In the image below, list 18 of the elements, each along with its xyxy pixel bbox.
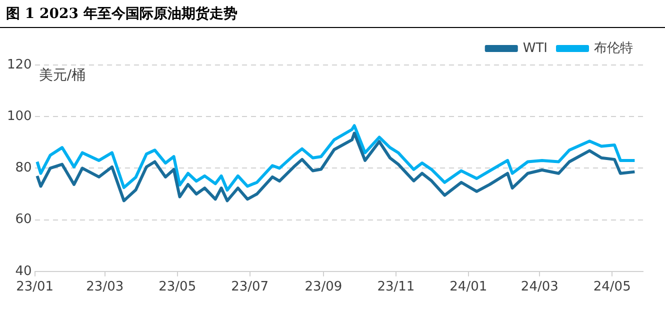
- y-tick-label: 60: [15, 212, 32, 228]
- y-tick-label: 100: [6, 108, 32, 124]
- x-tick-label: 23/03: [86, 280, 124, 295]
- y-tick-label: 120: [6, 57, 32, 72]
- chart-title: 图 1 2023 年至今国际原油期货走势: [0, 0, 665, 28]
- legend-label: WTI: [522, 40, 548, 56]
- x-tick-label: 24/05: [593, 280, 631, 295]
- legend-label: 布伦特: [594, 40, 633, 56]
- y-tick-label: 40: [15, 264, 32, 279]
- y-tick-label: 80: [15, 160, 32, 176]
- x-tick-label: 23/01: [16, 280, 54, 295]
- x-tick-label: 24/01: [450, 280, 488, 295]
- x-tick-label: 23/07: [231, 280, 269, 295]
- y-axis-title: 美元/桶: [38, 68, 86, 84]
- x-tick-label: 23/09: [304, 280, 342, 295]
- x-tick-label: 23/05: [158, 280, 196, 295]
- x-tick-label: 23/11: [377, 280, 415, 295]
- x-tick-label: 24/03: [520, 280, 558, 295]
